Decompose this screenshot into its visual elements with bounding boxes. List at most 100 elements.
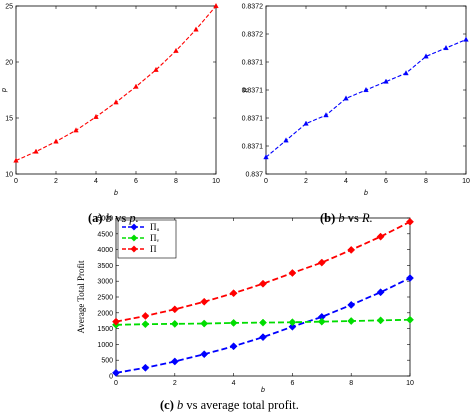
y-tick-labels: 0 500 1000 1500 2000 2500 3000 3500 4000 4500 5000	[97, 216, 410, 381]
caption-label: (c)	[160, 398, 174, 412]
data-point	[317, 317, 326, 326]
y-tick-label: 1500	[97, 326, 113, 333]
data-point	[376, 316, 385, 325]
data-point	[317, 258, 326, 267]
y-tick-label: 10	[5, 172, 13, 179]
x-tick-label: 6	[134, 178, 138, 185]
data-point	[173, 47, 179, 53]
data-point	[153, 66, 159, 72]
y-tick-label: 0.837	[245, 172, 263, 179]
caption-var-y: R.	[362, 211, 373, 225]
y-tick-label: 2000	[97, 310, 113, 317]
data-point	[133, 83, 139, 89]
caption-var-x: b	[105, 211, 112, 225]
data-point	[13, 157, 19, 163]
y-tick-label: 4000	[97, 247, 113, 254]
x-tick-label: 2	[54, 178, 58, 185]
y-tick-label: 25	[5, 4, 13, 11]
x-tick-label: 4	[344, 178, 348, 185]
y-tick-label: 3000	[97, 279, 113, 286]
data-point	[112, 317, 120, 326]
data-point	[170, 305, 179, 314]
data-point	[423, 53, 429, 59]
x-tick-label: 6	[384, 178, 388, 185]
legend-marker	[130, 223, 138, 231]
x-tick-label: 10	[462, 178, 470, 185]
data-point	[288, 269, 297, 277]
data-point	[376, 232, 385, 241]
series-group	[112, 217, 414, 377]
data-point	[463, 36, 469, 42]
x-tick-label: 0	[114, 380, 118, 387]
data-point	[200, 297, 209, 306]
x-tick-label: 8	[349, 380, 353, 387]
x-axis-label: b	[364, 190, 368, 197]
data-point	[113, 99, 119, 105]
y-tick-label: 0	[109, 374, 113, 381]
x-tick-labels: 0 2 4 6 8 10	[264, 6, 470, 185]
data-point	[229, 318, 238, 327]
data-point	[406, 217, 414, 226]
x-tick-label: 0	[14, 178, 18, 185]
x-tick-label: 6	[290, 380, 294, 387]
x-axis-label: b	[261, 387, 265, 394]
y-tick-label: 1000	[97, 342, 113, 349]
legend-box	[117, 219, 177, 259]
y-tick-label: 500	[101, 358, 113, 365]
caption-a: (a) b vs p.	[88, 211, 139, 226]
caption-b: (b) b vs R.	[320, 211, 373, 226]
data-point	[33, 148, 39, 154]
y-axis-label: Average Total Profit	[76, 260, 86, 334]
y-tick-label: 5000	[97, 216, 113, 223]
data-point	[229, 289, 238, 298]
caption-text: vs average total profit.	[183, 398, 299, 412]
data-point	[443, 44, 449, 51]
x-tick-label: 4	[232, 380, 236, 387]
y-tick-label: 4500	[97, 231, 113, 238]
y-axis-label: R	[243, 87, 250, 92]
data-point	[170, 319, 179, 328]
data-point	[141, 363, 150, 372]
data-point	[200, 350, 209, 359]
y-tick-label: 0.8371	[242, 88, 264, 95]
data-point	[343, 95, 349, 101]
data-point	[259, 333, 267, 342]
plot-area-frame	[15, 5, 217, 175]
data-point	[141, 320, 150, 329]
data-point	[53, 138, 59, 144]
x-tick-label: 10	[406, 380, 414, 387]
caption-var-x: b	[338, 211, 345, 225]
data-point	[229, 342, 238, 351]
data-point	[73, 127, 79, 133]
data-point	[263, 154, 269, 160]
legend-label: Π	[150, 244, 157, 254]
caption-var-y: p.	[129, 211, 139, 225]
x-tick-label: 2	[173, 380, 177, 387]
data-point	[347, 317, 356, 325]
data-point	[259, 279, 267, 288]
data-point	[170, 357, 179, 366]
y-tick-label: 20	[5, 60, 13, 67]
series-line-1	[115, 277, 411, 374]
y-tick-label: 15	[5, 116, 13, 123]
legend-entry: Πᵤ	[122, 222, 159, 232]
data-point	[323, 112, 329, 118]
legend-marker	[130, 234, 138, 242]
x-tick-label: 0	[264, 178, 268, 185]
series-group	[263, 36, 469, 160]
y-tick-label: 0.8372	[242, 4, 264, 11]
caption-var-x: b	[177, 398, 184, 412]
series-group	[13, 2, 219, 163]
data-point	[93, 113, 99, 119]
data-point	[363, 86, 369, 93]
y-axis-label: p	[1, 88, 8, 93]
y-tick-labels: 0.837 0.8371 0.8371 0.8371 0.8371 0.8372 0.837…	[242, 4, 466, 179]
y-tick-label: 0.8372	[242, 32, 264, 39]
x-tick-label: 8	[174, 178, 178, 185]
data-point	[406, 315, 414, 324]
legend-marker	[130, 245, 138, 253]
data-point	[347, 300, 356, 309]
data-point	[193, 26, 199, 32]
data-point	[283, 137, 289, 143]
